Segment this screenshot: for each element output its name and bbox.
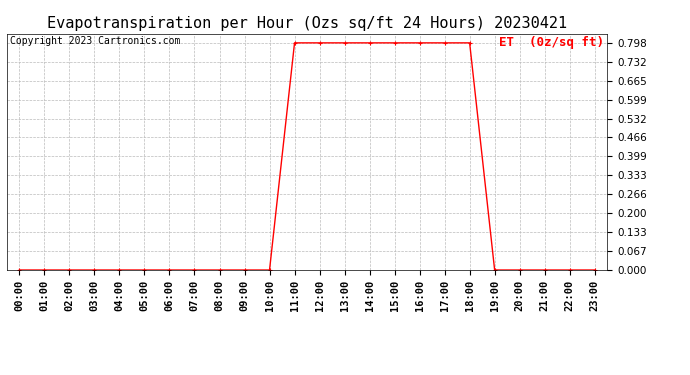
Title: Evapotranspiration per Hour (Ozs sq/ft 24 Hours) 20230421: Evapotranspiration per Hour (Ozs sq/ft 2… [47,16,567,31]
Text: Copyright 2023 Cartronics.com: Copyright 2023 Cartronics.com [10,36,180,46]
Text: ET  (0z/sq ft): ET (0z/sq ft) [499,36,604,49]
